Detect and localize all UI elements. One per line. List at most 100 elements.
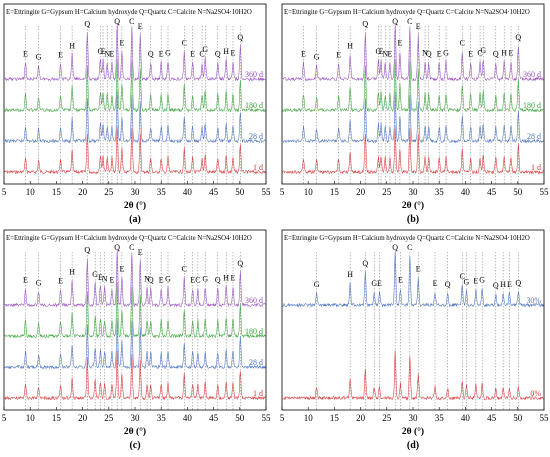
series-trace: [3, 250, 266, 308]
panel-3: E=Ettringite G=Gypsum H=Calcium hydroxyd…: [2, 229, 271, 451]
peak-label: E: [473, 277, 478, 286]
x-tick-label: 35: [157, 187, 167, 197]
peak-label: G: [314, 52, 320, 61]
series-label: 180 d: [245, 327, 263, 336]
x-tick-label: 30: [131, 187, 141, 197]
series-trace: [281, 23, 544, 82]
peak-label: G: [371, 279, 377, 288]
x-tick-label: 25: [104, 187, 114, 197]
peak-label: E: [416, 22, 421, 31]
series-trace: [3, 23, 266, 82]
legend-text: E=Ettringite G=Gypsum H=Calcium hydroxyd…: [6, 9, 252, 16]
panel-4: E=Ettringite G=Gypsum H=Calcium hydroxyd…: [280, 229, 549, 451]
series-label: 1 d: [531, 163, 541, 172]
series-label: 360 d: [245, 70, 263, 79]
x-tick-label: 25: [382, 187, 392, 197]
peak-label: C: [407, 243, 412, 252]
series-label: 28 d: [249, 132, 263, 141]
peak-label: Q: [515, 33, 521, 42]
x-tick-label: 15: [52, 187, 62, 197]
peak-label: H: [69, 41, 75, 50]
peak-label: E: [159, 50, 164, 59]
series-label: 28 d: [249, 358, 263, 367]
x-tick-label: 50: [235, 413, 245, 423]
peak-label: Q: [237, 259, 243, 268]
peak-label: E: [109, 50, 114, 59]
peak-label: N: [102, 274, 108, 283]
peak-label: G: [98, 47, 104, 56]
peak-label: E: [138, 248, 143, 257]
x-tick-label: 30: [409, 413, 419, 423]
series-label: 30%: [526, 296, 541, 305]
x-tick-label: 10: [26, 187, 36, 197]
series-trace: [281, 59, 544, 113]
x-axis-title: 2θ (°): [402, 200, 424, 211]
peak-label: G: [36, 52, 42, 61]
x-tick-label: 10: [26, 413, 36, 423]
peak-label: Q: [493, 281, 499, 290]
peak-label: Q: [362, 19, 368, 28]
peak-label: E: [119, 39, 124, 48]
peak-label: C: [182, 265, 187, 274]
plot-frame: [281, 229, 545, 411]
peak-label: E: [138, 22, 143, 31]
peak-label: E: [23, 50, 28, 59]
series-trace: [3, 350, 266, 401]
x-tick-label: 55: [540, 187, 550, 197]
panel-label: (a): [129, 214, 141, 225]
x-tick-label: 5: [280, 413, 285, 423]
peak-label: E: [437, 50, 442, 59]
peak-label: G: [443, 48, 449, 57]
x-tick-label: 40: [183, 413, 193, 423]
peak-label: N: [422, 48, 428, 57]
peak-label: G: [165, 274, 171, 283]
peak-label: C: [460, 272, 465, 281]
panel-label: (c): [129, 440, 140, 451]
peak-label: N: [104, 50, 110, 59]
peak-label: N: [144, 274, 150, 283]
x-tick-label: 20: [356, 413, 366, 423]
panel-1: E=Ettringite G=Gypsum H=Calcium hydroxyd…: [2, 3, 271, 225]
peak-label: Q: [114, 17, 120, 26]
series-label: 180 d: [245, 101, 263, 110]
peak-label: G: [202, 274, 208, 283]
peak-label: Q: [392, 243, 398, 252]
x-tick-label: 45: [209, 187, 219, 197]
x-tick-label: 5: [2, 413, 7, 423]
series-trace: [281, 91, 544, 144]
peak-label: C: [182, 39, 187, 48]
x-tick-label: 45: [487, 413, 497, 423]
peak-label: H: [347, 41, 353, 50]
peak-label: E: [397, 39, 402, 48]
peak-label: E: [379, 47, 384, 56]
series-trace: [3, 90, 266, 144]
x-tick-label: 40: [461, 187, 471, 197]
peak-label: G: [314, 280, 320, 289]
legend-text: E=Ettringite G=Gypsum H=Calcium hydroxyd…: [284, 235, 530, 242]
peak-label: N: [382, 50, 388, 59]
x-axis-title: 2θ (°): [124, 200, 146, 211]
x-axis-title: 2θ (°): [124, 426, 146, 437]
x-tick-label: 40: [461, 413, 471, 423]
panel-label: (d): [407, 440, 419, 451]
peak-label: C: [477, 48, 482, 57]
series-label: 1 d: [253, 389, 263, 398]
peak-label: C: [460, 39, 465, 48]
peak-label: E: [509, 48, 514, 57]
series-trace: [3, 126, 266, 175]
plot-frame: [281, 3, 545, 185]
peak-label: Q: [148, 50, 154, 59]
peak-label: E: [58, 277, 63, 286]
x-tick-label: 30: [131, 413, 141, 423]
peak-label: C: [407, 17, 412, 26]
x-tick-label: 15: [330, 413, 340, 423]
peak-label: E: [231, 48, 236, 57]
x-tick-label: 20: [78, 187, 88, 197]
x-tick-label: 5: [2, 187, 7, 197]
peak-label: C: [129, 17, 134, 26]
peak-label: H: [500, 280, 506, 289]
peak-label: Q: [515, 278, 521, 287]
peak-label: Q: [84, 19, 90, 28]
x-tick-label: 25: [104, 413, 114, 423]
